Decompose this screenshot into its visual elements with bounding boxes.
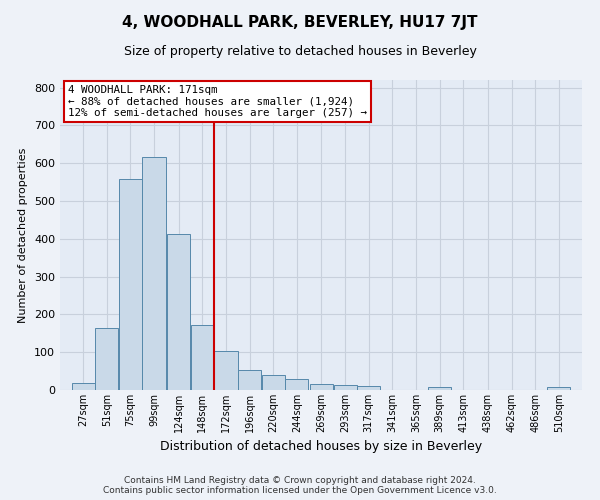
Bar [167, 234, 190, 390]
Text: Contains HM Land Registry data © Crown copyright and database right 2024.
Contai: Contains HM Land Registry data © Crown c… [103, 476, 497, 495]
Bar [142, 156, 166, 390]
Bar [547, 388, 571, 390]
X-axis label: Distribution of detached houses by size in Beverley: Distribution of detached houses by size … [160, 440, 482, 454]
Text: 4 WOODHALL PARK: 171sqm
← 88% of detached houses are smaller (1,924)
12% of semi: 4 WOODHALL PARK: 171sqm ← 88% of detache… [68, 84, 367, 118]
Bar [285, 378, 308, 390]
Bar [71, 383, 95, 390]
Bar [95, 328, 118, 390]
Bar [357, 386, 380, 390]
Bar [262, 375, 285, 390]
Text: 4, WOODHALL PARK, BEVERLEY, HU17 7JT: 4, WOODHALL PARK, BEVERLEY, HU17 7JT [122, 15, 478, 30]
Text: Size of property relative to detached houses in Beverley: Size of property relative to detached ho… [124, 45, 476, 58]
Y-axis label: Number of detached properties: Number of detached properties [19, 148, 28, 322]
Bar [119, 179, 142, 390]
Bar [310, 384, 333, 390]
Bar [334, 385, 357, 390]
Bar [191, 325, 214, 390]
Bar [428, 387, 451, 390]
Bar [238, 370, 261, 390]
Bar [214, 351, 238, 390]
